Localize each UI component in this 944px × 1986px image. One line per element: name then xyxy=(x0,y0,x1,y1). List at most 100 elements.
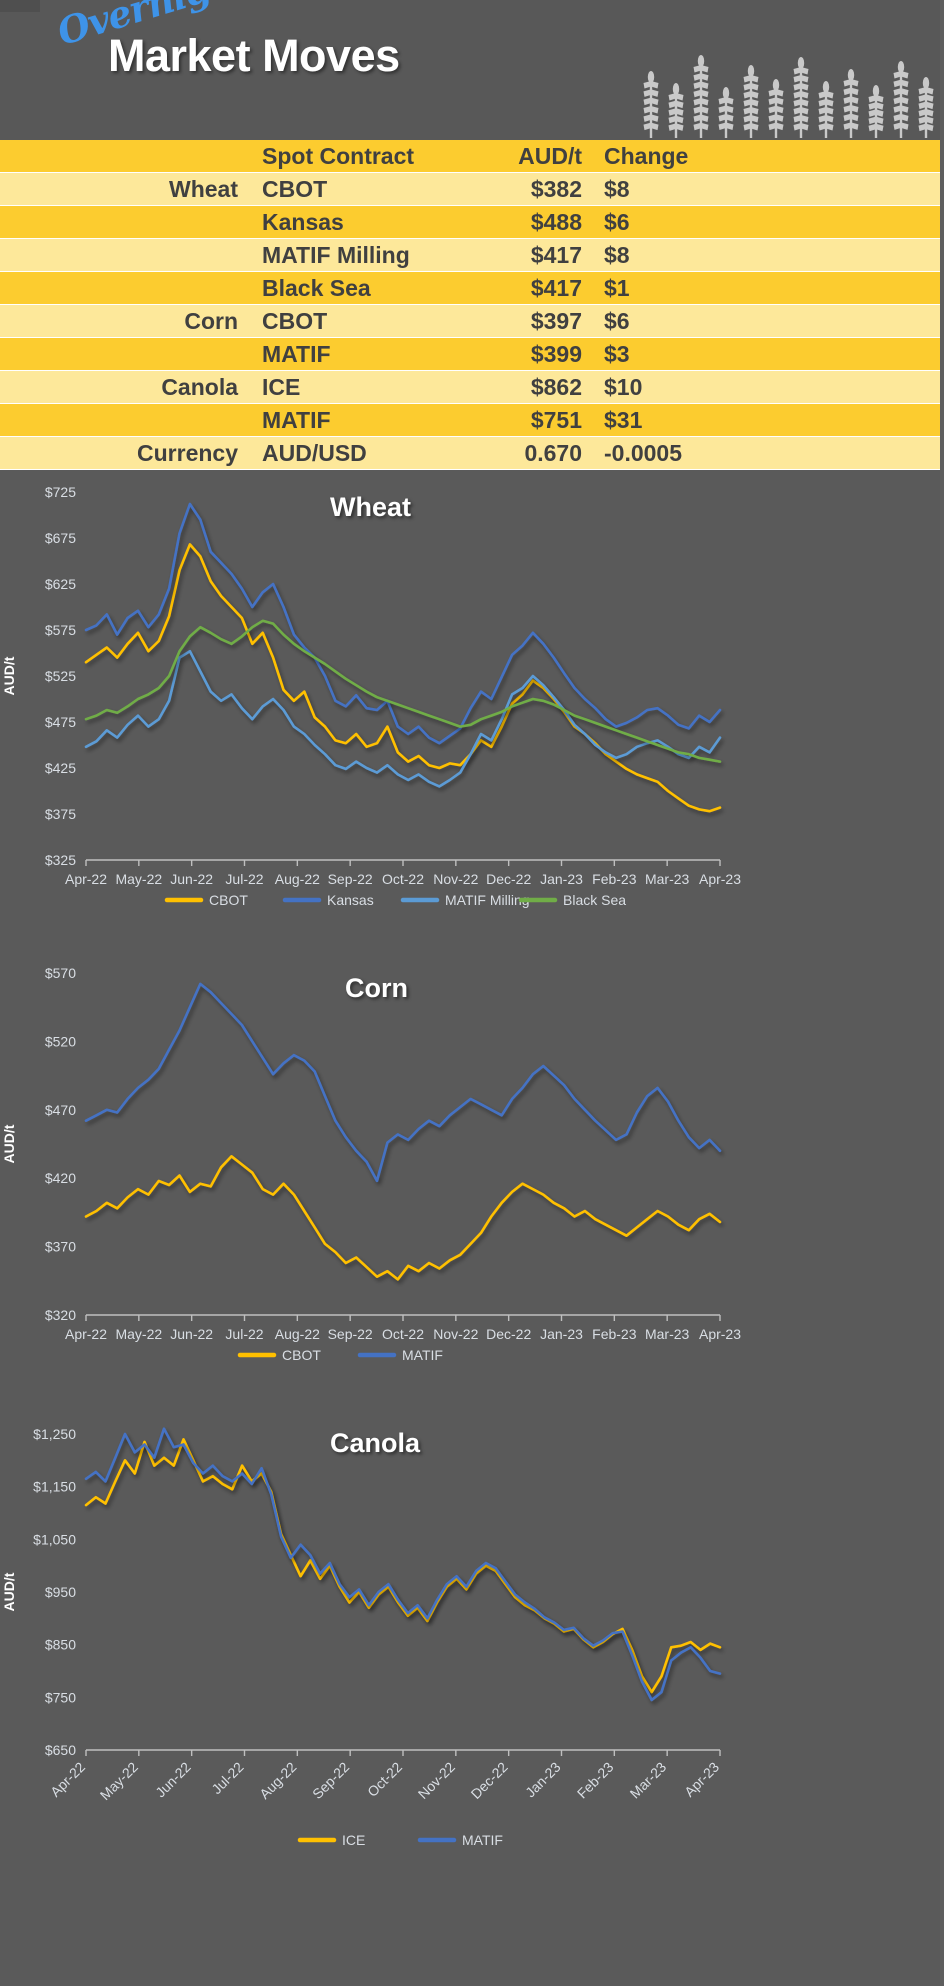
svg-text:$950: $950 xyxy=(45,1584,76,1600)
cell-spot-contract: AUD/USD xyxy=(262,439,367,466)
svg-text:Mar-23: Mar-23 xyxy=(627,1759,670,1802)
wheat-stalk-icon xyxy=(918,77,934,138)
wheat-stalk-icon xyxy=(718,87,734,138)
svg-text:Nov-22: Nov-22 xyxy=(415,1759,458,1802)
svg-text:Apr-23: Apr-23 xyxy=(699,1326,741,1342)
cell-change: $8 xyxy=(604,241,630,268)
cell-value: $417 xyxy=(530,241,582,268)
chart-wheat: Wheat $325 $375 $425 $475 $525 $575 $625 $675 $7… xyxy=(0,470,944,955)
cell-spot-contract: CBOT xyxy=(262,175,328,202)
svg-text:Apr-22: Apr-22 xyxy=(65,1326,107,1342)
svg-text:Mar-23: Mar-23 xyxy=(645,1326,690,1342)
cell-value: $488 xyxy=(530,208,582,235)
cell-spacer xyxy=(764,173,944,206)
svg-text:$425: $425 xyxy=(45,760,76,776)
cell-category xyxy=(0,404,252,437)
cell-change: $3 xyxy=(604,340,630,367)
charts-region: Wheat $325 $375 $425 $475 $525 $575 $625 $675 $7… xyxy=(0,470,944,1885)
svg-text:May-22: May-22 xyxy=(115,871,162,887)
svg-text:Dec-22: Dec-22 xyxy=(486,1326,531,1342)
svg-text:$375: $375 xyxy=(45,806,76,822)
svg-text:$525: $525 xyxy=(45,668,76,684)
cell-spot-contract: MATIF xyxy=(262,406,331,433)
svg-text:$370: $370 xyxy=(45,1239,76,1255)
cell-spot-contract: MATIF xyxy=(262,340,331,367)
cell-spacer xyxy=(764,404,944,437)
header-corner-notch xyxy=(0,0,40,12)
svg-text:ICE: ICE xyxy=(342,1832,365,1848)
svg-text:CBOT: CBOT xyxy=(209,892,248,908)
svg-text:$1,150: $1,150 xyxy=(33,1479,76,1495)
cell-change: $6 xyxy=(604,208,630,235)
cell-spot-contract: CBOT xyxy=(262,307,328,334)
wheat-stalk-icon xyxy=(868,85,884,138)
column-header-change: Change xyxy=(604,142,689,169)
svg-text:CBOT: CBOT xyxy=(282,1347,321,1363)
cell-category: Wheat xyxy=(169,175,238,202)
cell-spacer xyxy=(764,371,944,404)
cell-spot-contract: ICE xyxy=(262,373,301,400)
svg-text:MATIF: MATIF xyxy=(462,1832,503,1848)
table-row: Wheat CBOT $382 $8 xyxy=(0,172,944,206)
svg-text:Apr-23: Apr-23 xyxy=(681,1759,722,1800)
svg-text:$325: $325 xyxy=(45,852,76,868)
column-header-spacer xyxy=(764,140,944,173)
svg-text:Sep-22: Sep-22 xyxy=(328,1326,373,1342)
svg-text:$320: $320 xyxy=(45,1307,76,1323)
chart-title-corn: Corn xyxy=(345,973,408,1003)
cell-change: $1 xyxy=(604,274,630,301)
column-header-category xyxy=(0,140,252,173)
svg-text:Jan-23: Jan-23 xyxy=(522,1759,564,1801)
cell-value: $417 xyxy=(530,274,582,301)
cell-change: $6 xyxy=(604,307,630,334)
svg-text:Aug-22: Aug-22 xyxy=(256,1759,299,1802)
market-prices-table: Spot Contract AUD/t Change Wheat CBOT $382… xyxy=(0,140,944,470)
svg-text:Jan-23: Jan-23 xyxy=(540,1326,583,1342)
cell-spacer xyxy=(764,305,944,338)
svg-text:May-22: May-22 xyxy=(97,1759,141,1803)
svg-text:AUD/t: AUD/t xyxy=(1,1124,17,1163)
svg-text:MATIF: MATIF xyxy=(402,1347,443,1363)
column-header-spot-contract: Spot Contract xyxy=(262,142,415,169)
svg-text:Apr-22: Apr-22 xyxy=(65,871,107,887)
chart-title-canola: Canola xyxy=(330,1428,421,1458)
cell-spot-contract: Black Sea xyxy=(262,274,371,301)
cell-spacer xyxy=(764,206,944,239)
svg-text:Feb-23: Feb-23 xyxy=(592,871,637,887)
right-edge-sliver xyxy=(940,0,944,1986)
svg-text:May-22: May-22 xyxy=(115,1326,162,1342)
svg-text:Apr-23: Apr-23 xyxy=(699,871,741,887)
table-header-row: Spot Contract AUD/t Change xyxy=(0,140,944,173)
svg-text:Apr-22: Apr-22 xyxy=(47,1759,88,1800)
svg-text:$520: $520 xyxy=(45,1033,76,1049)
svg-text:MATIF Milling: MATIF Milling xyxy=(445,892,530,908)
cell-spot-contract: MATIF Milling xyxy=(262,241,410,268)
page-title: Market Moves xyxy=(108,30,400,81)
svg-text:Feb-23: Feb-23 xyxy=(574,1759,617,1802)
svg-text:Feb-23: Feb-23 xyxy=(592,1326,637,1342)
cell-category xyxy=(0,206,252,239)
table-row: Corn CBOT $397 $6 xyxy=(0,304,944,338)
page-header: Overnight Market Moves xyxy=(0,0,944,140)
wheat-stalk-icon-group xyxy=(639,54,938,140)
svg-text:Sep-22: Sep-22 xyxy=(309,1759,352,1802)
svg-text:$850: $850 xyxy=(45,1637,76,1653)
table-row: Black Sea $417 $1 xyxy=(0,271,944,305)
wheat-stalk-icon xyxy=(843,69,859,138)
svg-text:Aug-22: Aug-22 xyxy=(275,871,320,887)
svg-text:$1,050: $1,050 xyxy=(33,1531,76,1547)
svg-text:$475: $475 xyxy=(45,714,76,730)
svg-text:AUD/t: AUD/t xyxy=(1,1572,17,1611)
svg-text:AUD/t: AUD/t xyxy=(1,656,17,695)
svg-text:$470: $470 xyxy=(45,1102,76,1118)
svg-text:Mar-23: Mar-23 xyxy=(645,871,690,887)
svg-text:$750: $750 xyxy=(45,1689,76,1705)
svg-text:$570: $570 xyxy=(45,965,76,981)
table-row: MATIF $399 $3 xyxy=(0,337,944,371)
cell-category xyxy=(0,338,252,371)
svg-text:Jun-22: Jun-22 xyxy=(170,1326,213,1342)
cell-value: 0.670 xyxy=(524,439,582,466)
chart-svg-canola: $650 $750 $850 $950 $1,050 $1,150 $1,250 Apr-22… xyxy=(1,1426,722,1848)
svg-text:Jul-22: Jul-22 xyxy=(225,871,263,887)
cell-spot-contract: Kansas xyxy=(262,208,344,235)
